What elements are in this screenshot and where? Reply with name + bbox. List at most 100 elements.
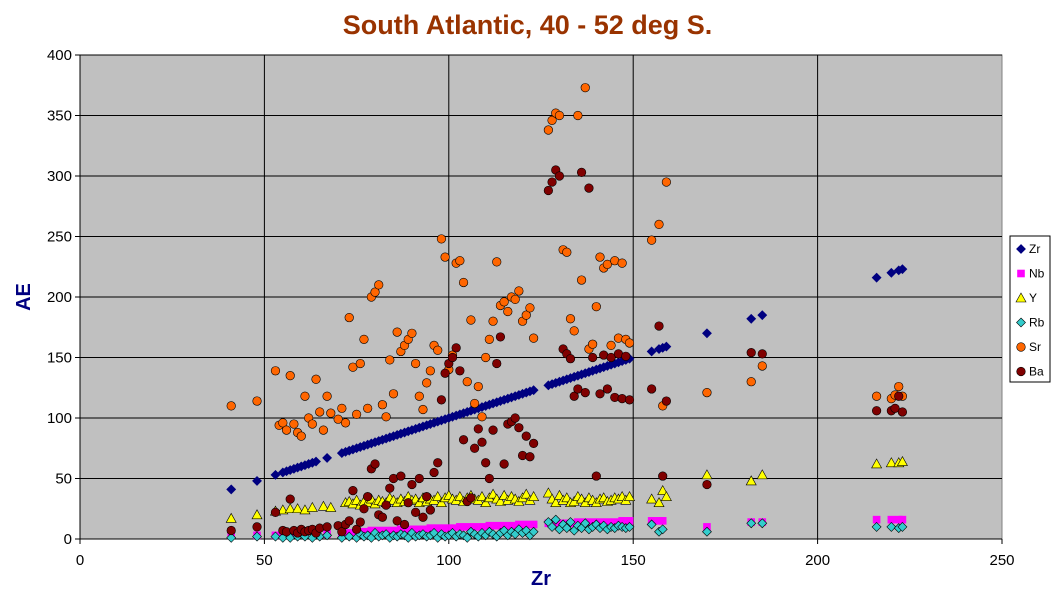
point-ba <box>451 343 461 353</box>
point-y <box>885 457 897 468</box>
series-rb <box>226 514 908 543</box>
point-sr <box>746 377 756 387</box>
point-ba <box>422 492 432 502</box>
point-sr <box>318 425 329 435</box>
point-zr <box>886 267 897 278</box>
point-sr <box>270 366 281 376</box>
point-ba <box>580 387 590 398</box>
point-ba <box>355 517 365 527</box>
point-y <box>896 455 908 466</box>
point-ba <box>624 395 635 405</box>
point-sr <box>573 110 583 121</box>
point-sr <box>492 257 502 267</box>
point-sr <box>322 391 332 401</box>
legend-item-nb: Nb <box>1017 267 1045 281</box>
point-ba <box>470 443 480 453</box>
point-sr <box>381 412 391 422</box>
point-ba <box>492 358 502 369</box>
point-zr <box>661 341 672 352</box>
point-rb <box>624 521 635 532</box>
x-tick-label: 250 <box>989 552 1014 569</box>
point-sr <box>529 333 539 343</box>
point-sr <box>407 328 417 338</box>
point-sr <box>477 412 487 422</box>
point-sr <box>333 414 343 424</box>
point-sr <box>278 418 288 428</box>
point-ba <box>573 384 583 394</box>
point-ba <box>270 507 281 517</box>
point-ba <box>403 498 413 508</box>
point-sr <box>521 310 531 320</box>
point-ba <box>352 524 362 534</box>
point-sr <box>458 277 469 288</box>
point-zr <box>311 456 321 467</box>
point-ba <box>872 406 882 416</box>
point-zr <box>757 310 768 321</box>
point-ba <box>606 352 616 363</box>
point-ba <box>890 403 900 413</box>
point-nb <box>433 524 442 532</box>
point-y <box>494 495 506 506</box>
point-sr <box>307 419 317 429</box>
point-ba <box>602 384 612 394</box>
point-y <box>542 487 554 498</box>
point-sr <box>348 362 358 372</box>
point-sr <box>355 358 365 369</box>
gridlines <box>80 54 1002 540</box>
legend-label-ba: Ba <box>1029 365 1044 379</box>
x-tick-label: 50 <box>256 552 273 569</box>
series-ba <box>226 165 908 538</box>
point-y <box>701 469 713 480</box>
point-ba <box>565 354 576 364</box>
point-ba <box>381 500 391 510</box>
point-ba <box>647 384 657 394</box>
point-sr <box>414 391 424 401</box>
point-sr <box>565 314 576 324</box>
y-tick-label: 300 <box>47 168 72 185</box>
point-sr <box>374 280 384 290</box>
series-sr <box>226 83 908 441</box>
point-rb <box>657 524 668 535</box>
legend-marker-rb <box>1016 317 1026 328</box>
point-ba <box>285 494 295 504</box>
point-sr <box>702 387 712 398</box>
point-sr <box>436 234 447 244</box>
point-ba <box>897 407 908 417</box>
point-ba <box>458 435 469 445</box>
point-sr <box>872 391 882 401</box>
point-sr <box>340 418 351 428</box>
point-ba <box>385 483 395 493</box>
point-ba <box>348 486 358 496</box>
point-zr <box>528 385 539 396</box>
point-ba <box>337 527 347 537</box>
point-ba <box>392 516 402 526</box>
point-rb <box>580 518 591 529</box>
point-rb <box>746 518 757 529</box>
point-sr <box>473 381 483 392</box>
point-sr <box>352 409 362 419</box>
point-ba <box>757 349 767 359</box>
legend-marker-sr <box>1016 342 1026 352</box>
point-zr <box>702 328 712 339</box>
point-ba <box>447 352 458 363</box>
point-rb <box>528 526 539 537</box>
point-sr <box>569 326 579 336</box>
point-y <box>745 475 757 486</box>
point-y <box>480 497 492 508</box>
point-rb <box>886 521 897 532</box>
point-sr <box>503 306 513 317</box>
point-rb <box>270 531 281 542</box>
y-axis-label: AE <box>13 283 35 311</box>
point-ba <box>473 424 483 434</box>
point-y <box>413 497 425 508</box>
point-ba <box>414 473 424 484</box>
point-sr <box>411 358 421 369</box>
point-rb <box>226 532 237 543</box>
x-tick-label: 150 <box>621 552 646 569</box>
point-sr <box>285 371 295 381</box>
point-ba <box>477 437 487 447</box>
legend-label-sr: Sr <box>1029 340 1041 354</box>
legend-label-zr: Zr <box>1029 242 1040 256</box>
point-sr <box>363 403 373 413</box>
